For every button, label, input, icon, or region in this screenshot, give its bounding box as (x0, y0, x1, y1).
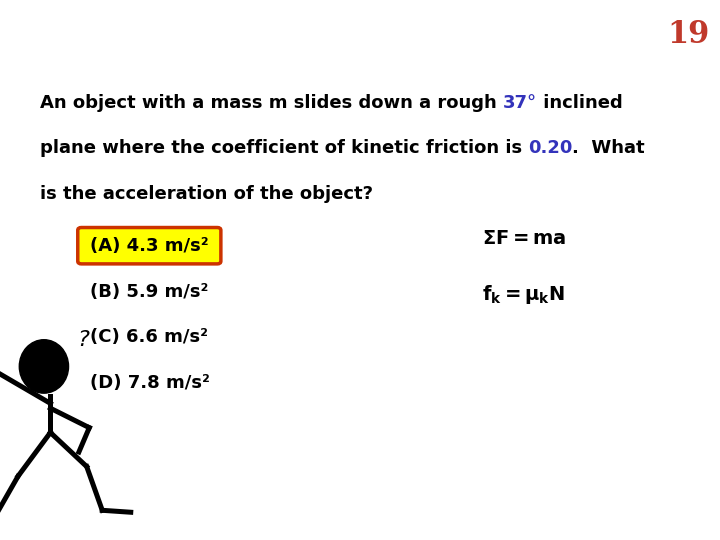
Text: An object with a mass m slides down a rough: An object with a mass m slides down a ro… (40, 93, 503, 112)
Text: $\mathbf{f_k = \mu_k N}$: $\mathbf{f_k = \mu_k N}$ (482, 283, 565, 306)
Text: .  What: . What (572, 139, 645, 158)
Ellipse shape (19, 340, 68, 393)
Text: (B) 5.9 m/s²: (B) 5.9 m/s² (90, 282, 208, 301)
Text: (D) 7.8 m/s²: (D) 7.8 m/s² (90, 374, 210, 393)
Text: 37°: 37° (503, 93, 536, 112)
Text: (C) 6.6 m/s²: (C) 6.6 m/s² (90, 328, 208, 347)
Text: (A) 4.3 m/s²: (A) 4.3 m/s² (90, 237, 209, 255)
Text: 0.20: 0.20 (528, 139, 572, 158)
Text: plane where the coefficient of kinetic friction is: plane where the coefficient of kinetic f… (40, 139, 528, 158)
Text: $\mathbf{\Sigma F = ma}$: $\mathbf{\Sigma F = ma}$ (482, 229, 567, 248)
Text: ?: ? (77, 330, 89, 350)
Text: inclined: inclined (536, 93, 623, 112)
FancyBboxPatch shape (78, 227, 221, 264)
Text: is the acceleration of the object?: is the acceleration of the object? (40, 185, 373, 204)
Text: 19: 19 (667, 19, 709, 50)
